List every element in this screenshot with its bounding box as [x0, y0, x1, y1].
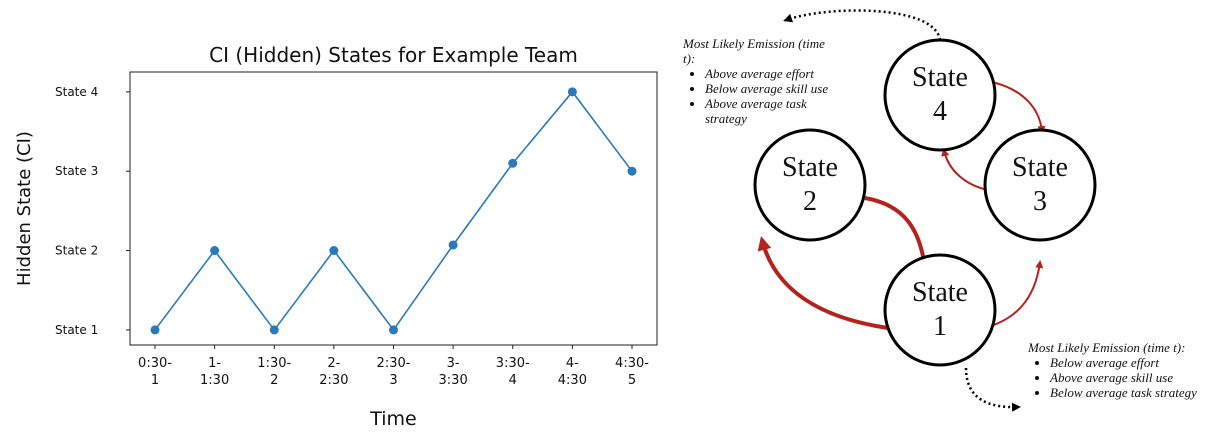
state-node: [883, 253, 997, 367]
x-tick-label: 1:30- 2: [257, 356, 292, 388]
point: [567, 87, 577, 97]
x-tick-label: 0:30- 1: [138, 356, 172, 388]
y-tick-label: State 1: [55, 323, 98, 337]
state-label: State 3: [1012, 152, 1068, 217]
x-tick-label: 3:30- 4: [495, 356, 530, 388]
emission-annotation: Most Likely Emission (time t):Above aver…: [683, 36, 833, 126]
emission-item: Above average effort: [705, 66, 833, 81]
arrow-4-3: [991, 81, 1046, 134]
line: [154, 90, 633, 332]
emission-item: Below average skill use: [705, 81, 833, 96]
emission-list: Above average effortBelow average skill …: [683, 66, 833, 126]
x-tick-label: 2- 2:30: [319, 356, 349, 388]
annotation-title: Most Likely Emission (time t):: [1028, 340, 1186, 355]
emission-annotation: Most Likely Emission (time t):Below aver…: [1028, 340, 1228, 400]
arrow-1-2: [757, 236, 889, 330]
point: [448, 240, 458, 250]
x-tick-label: 4- 4:30: [557, 356, 587, 388]
y-tick-label: State 3: [55, 164, 98, 178]
x-tick-label: 4:30- 5: [615, 356, 649, 388]
point: [150, 325, 160, 335]
plot-frame: [129, 71, 658, 346]
state-label: State 1: [912, 277, 968, 342]
point: [627, 166, 637, 176]
x-tick-label: 2:30- 3: [376, 356, 411, 388]
emission-item: Below average task strategy: [1050, 385, 1228, 400]
state-label: State 4: [912, 62, 968, 127]
point: [269, 325, 279, 335]
state-node: [753, 128, 867, 242]
state-label: State 2: [782, 152, 838, 217]
y-tick-label: State 4: [55, 85, 98, 99]
point: [508, 158, 518, 168]
emission-arrow-top: [783, 9, 942, 41]
emission-item: Above average task strategy: [705, 96, 833, 126]
arrow-3-4: [941, 148, 989, 191]
emission-arrow-bottom: [964, 367, 1021, 412]
x-tick-label: 3- 3:30: [438, 356, 468, 388]
emission-list: Below average effortAbove average skill …: [1028, 355, 1228, 400]
annotation-title: Most Likely Emission (time t):: [683, 36, 825, 66]
point: [210, 246, 220, 256]
x-tick-label: 1- 1:30: [200, 356, 230, 388]
y-tick-label: State 2: [55, 244, 98, 258]
chart-title: CI (Hidden) States for Example Team: [209, 43, 578, 67]
emission-item: Below average effort: [1050, 355, 1228, 370]
point: [389, 325, 398, 335]
x-axis-label: Time: [369, 408, 417, 430]
state-node: [983, 128, 1097, 242]
emission-item: Above average skill use: [1050, 370, 1228, 385]
state-node: [883, 38, 997, 152]
point: [329, 246, 339, 256]
y-axis-label: Hidden State (CI): [14, 131, 35, 286]
